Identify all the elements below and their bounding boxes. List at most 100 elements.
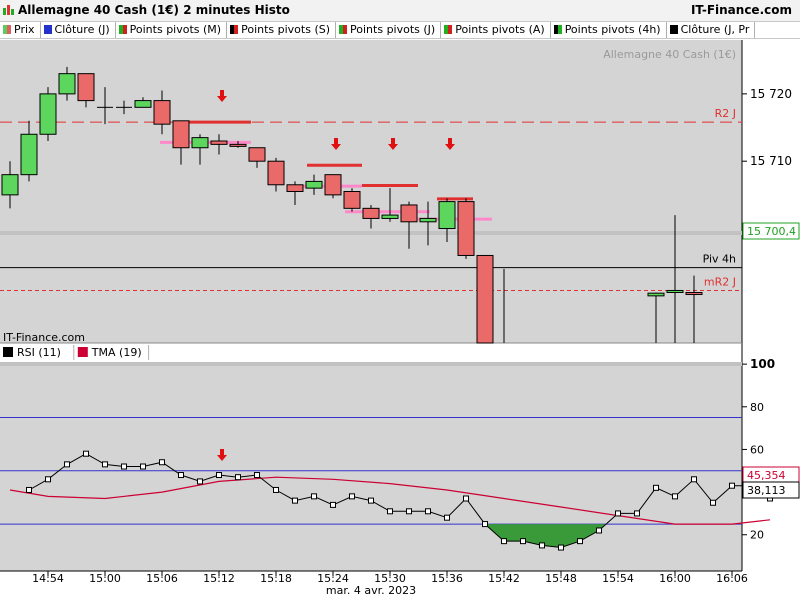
- candle: [97, 87, 113, 125]
- candle-body: [77, 73, 95, 102]
- x-tick-label: 15:06: [146, 572, 178, 585]
- candle-body: [134, 100, 152, 108]
- rsi-series-line: [28, 453, 771, 549]
- legend-swatch-icon: [43, 25, 52, 34]
- chart-title: Allemagne 40 Cash (1€) 2 minutes Histo: [2, 3, 290, 17]
- candle-body: [172, 120, 190, 149]
- candle-body: [229, 143, 247, 147]
- rsi-point-marker: [444, 514, 450, 521]
- candle: [400, 201, 418, 249]
- legend-item-5: Points pivots (J): [336, 22, 442, 38]
- rsi-point-marker: [406, 508, 412, 515]
- down-arrow-icon: [388, 138, 398, 150]
- rsi-tick-label: 80: [750, 401, 764, 414]
- x-tick-label: 15:42: [488, 572, 520, 585]
- legend-item-7: Points pivots (4h): [551, 22, 667, 38]
- x-tick-label: 15:24: [317, 572, 349, 585]
- candle: [229, 141, 247, 148]
- candle: [58, 66, 76, 101]
- rsi-point-marker: [577, 538, 583, 545]
- x-tick-label: 14:54: [32, 572, 64, 585]
- chart-app-icon: [3, 5, 14, 15]
- candle-body: [362, 207, 380, 219]
- rsi-value-tags: 45,354 38,113: [742, 466, 800, 499]
- rsi-point-marker: [596, 527, 602, 534]
- x-tick-label: 15:48: [545, 572, 577, 585]
- rsi-point-marker: [254, 472, 260, 479]
- candle: [666, 215, 684, 343]
- chart-title-text: Allemagne 40 Cash (1€) 2 minutes Histo: [18, 3, 290, 17]
- price-tick-label: 15 720: [750, 87, 792, 101]
- rsi-point-marker: [330, 501, 336, 508]
- x-tick-label: 15:00: [89, 572, 121, 585]
- rsi-point-marker: [197, 478, 203, 485]
- candle: [685, 275, 703, 343]
- down-arrow-icon: [331, 138, 341, 150]
- rsi-point-marker: [140, 463, 146, 470]
- legend-item-label: Points pivots (A): [455, 23, 545, 36]
- rsi-legend-label: TMA (19): [91, 346, 142, 359]
- candle: [381, 188, 399, 222]
- candle-body: [248, 147, 266, 162]
- x-tick-label: 16:00: [659, 572, 691, 585]
- legend-swatch-icon: [339, 25, 348, 34]
- rsi-point-marker: [387, 508, 393, 515]
- axis-labels: 14:54 15:00 15:06 15:12 15:18 15:24 15:30 15:36…: [32, 87, 792, 585]
- indicator-legend-bar: Prix Clôture (J) Points pivots (M) Points p…: [0, 22, 800, 39]
- candle-body: [457, 201, 475, 256]
- x-tick-label: 15:36: [431, 572, 463, 585]
- candle: [305, 174, 323, 195]
- rsi-panel-background: [0, 362, 742, 571]
- level-label: R2 J: [715, 107, 736, 120]
- current-price-tag: 15 700,4: [742, 222, 800, 240]
- candle: [647, 292, 665, 343]
- candle-body: [343, 191, 361, 209]
- candle-body: [305, 180, 323, 189]
- legend-item-label: Points pivots (4h): [564, 23, 661, 36]
- candle: [267, 157, 285, 192]
- down-arrow-icon: [217, 90, 227, 102]
- instrument-watermark-label: Allemagne 40 Cash (1€): [603, 48, 736, 61]
- legend-item-6: Points pivots (A): [441, 22, 551, 38]
- level-lines: R2 J Piv 4h mR2 J: [0, 107, 742, 291]
- candle: [77, 73, 95, 108]
- candle: [134, 97, 152, 108]
- candle: [457, 198, 475, 259]
- candle: [20, 120, 38, 182]
- candle-body: [286, 184, 304, 192]
- candle: [419, 201, 437, 246]
- current-price-label: 15 700,4: [747, 225, 796, 238]
- rsi-point-marker: [26, 486, 32, 493]
- rsi-point-marker: [368, 497, 374, 504]
- rsi-legend-strip: [0, 343, 742, 362]
- legend-swatch-icon: [118, 25, 127, 34]
- rsi-point-marker: [83, 450, 89, 457]
- legend-swatch-icon: [553, 25, 562, 34]
- rsi-point-marker: [45, 476, 51, 483]
- legend-item-4: Points pivots (S): [227, 22, 337, 38]
- candles: [1, 66, 703, 344]
- x-tick-label: 15:18: [260, 572, 292, 585]
- rsi-point-marker: [235, 474, 241, 481]
- rsi-point-marker: [482, 521, 488, 528]
- candle-body: [210, 140, 228, 145]
- rsi-oversold-fill: [485, 524, 607, 548]
- rsi-point-marker: [520, 538, 526, 545]
- rsi-panel-plot: [0, 416, 773, 551]
- candle-body: [1, 174, 19, 196]
- level-label: mR2 J: [704, 275, 736, 288]
- grid-layer: [47, 93, 747, 576]
- price-panel-background: [0, 40, 742, 343]
- candle-body: [58, 73, 76, 95]
- down-arrow-icon: [217, 449, 227, 461]
- rsi-legend-swatch-icon: [77, 347, 88, 357]
- legend-item-label: Prix: [14, 23, 35, 36]
- watermark-brand: IT-Finance.com: [3, 331, 85, 344]
- rsi-tick-label: 20: [750, 529, 764, 542]
- rsi-point-marker: [349, 493, 355, 500]
- rsi-point-marker: [159, 459, 165, 466]
- legend-item-label: Clôture (J, Pr: [680, 23, 750, 36]
- rsi-point-marker: [501, 538, 507, 545]
- candle-body: [400, 204, 418, 223]
